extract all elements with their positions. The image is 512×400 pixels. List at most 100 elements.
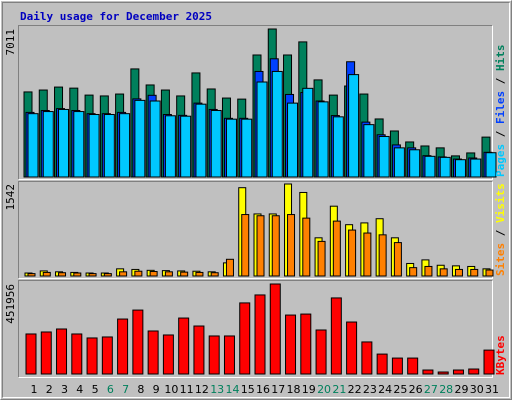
bar <box>361 341 373 375</box>
bar <box>409 149 421 178</box>
x-tick-label: 5 <box>92 383 99 396</box>
bar <box>452 369 464 375</box>
bar <box>315 329 327 375</box>
bar <box>271 215 280 277</box>
bar <box>147 330 159 375</box>
bar <box>376 353 388 375</box>
bar <box>317 240 326 277</box>
bar <box>178 317 190 375</box>
bar <box>391 357 403 375</box>
bar <box>225 118 237 178</box>
x-tick-label: 31 <box>485 383 499 396</box>
bar <box>134 270 143 277</box>
bar <box>378 135 390 178</box>
x-tick-label: 6 <box>107 383 114 396</box>
bar <box>332 116 344 178</box>
bar <box>393 242 402 277</box>
legend: KBytes <box>494 335 507 375</box>
bar <box>101 336 113 375</box>
bar <box>302 87 314 178</box>
y-tick-label: 1542 <box>4 184 17 211</box>
bar <box>271 70 283 178</box>
x-tick-label: 27 <box>424 383 438 396</box>
bar <box>88 273 97 277</box>
bar <box>164 271 173 277</box>
panel-border <box>18 280 493 378</box>
panel-border <box>18 181 493 279</box>
legend: Pages / Files / Hits <box>494 45 507 178</box>
bar <box>134 99 146 178</box>
x-tick-label: 4 <box>76 383 83 396</box>
legend: Sites / Visits <box>494 183 507 276</box>
x-tick-label: 16 <box>256 383 270 396</box>
x-tick-label: 23 <box>363 383 377 396</box>
bar <box>210 272 219 277</box>
bar <box>42 111 54 178</box>
x-tick-label: 21 <box>332 383 346 396</box>
x-tick-label: 11 <box>180 383 194 396</box>
bar <box>73 111 85 178</box>
bar <box>485 152 497 178</box>
x-tick-label: 25 <box>393 383 407 396</box>
bar <box>58 272 67 277</box>
x-tick-label: 26 <box>409 383 423 396</box>
bar <box>225 258 234 277</box>
legend-separator: / <box>494 223 507 243</box>
bar <box>58 108 70 178</box>
bar <box>378 234 387 277</box>
bar <box>239 302 251 375</box>
bar <box>330 297 342 375</box>
bar <box>454 159 466 178</box>
y-tick-label: 451956 <box>4 284 17 324</box>
chart-title: Daily usage for December 2025 <box>20 10 212 23</box>
panel-border <box>18 25 493 180</box>
bar <box>119 113 131 178</box>
bar <box>332 220 341 277</box>
bar <box>285 314 297 375</box>
bar <box>241 214 250 277</box>
bar <box>71 333 83 375</box>
legend-entry: Visits <box>494 183 507 223</box>
bar <box>208 335 220 375</box>
x-tick-label: 7 <box>122 383 129 396</box>
bar <box>103 114 115 178</box>
x-tick-label: 28 <box>439 383 453 396</box>
x-tick-label: 18 <box>287 383 301 396</box>
bar <box>348 74 360 178</box>
bar <box>422 369 434 375</box>
bar <box>468 368 480 375</box>
bar <box>424 155 436 178</box>
bar <box>302 217 311 277</box>
bar <box>317 101 329 178</box>
bar <box>287 102 299 178</box>
bar <box>180 115 192 178</box>
bar <box>256 215 265 277</box>
y-tick-label: 7011 <box>4 29 17 56</box>
bar <box>25 333 37 375</box>
bar <box>103 273 112 277</box>
bar <box>210 110 222 178</box>
x-tick-label: 1 <box>31 383 38 396</box>
x-tick-label: 30 <box>470 383 484 396</box>
legend-entry: Hits <box>494 45 507 72</box>
bar <box>287 214 296 277</box>
bar <box>56 328 68 375</box>
bar <box>424 265 433 277</box>
bar <box>193 325 205 375</box>
bar <box>195 103 207 178</box>
bar <box>256 81 268 178</box>
bar <box>439 156 451 178</box>
bar <box>348 229 357 277</box>
bar <box>132 309 144 375</box>
bar <box>363 124 375 178</box>
bar <box>86 337 98 375</box>
x-tick-label: 17 <box>271 383 285 396</box>
bar <box>180 271 189 277</box>
bar <box>437 371 449 375</box>
x-tick-label: 24 <box>378 383 392 396</box>
bar <box>300 313 312 375</box>
bar <box>42 271 51 277</box>
bar <box>223 335 235 375</box>
bar <box>117 318 129 375</box>
